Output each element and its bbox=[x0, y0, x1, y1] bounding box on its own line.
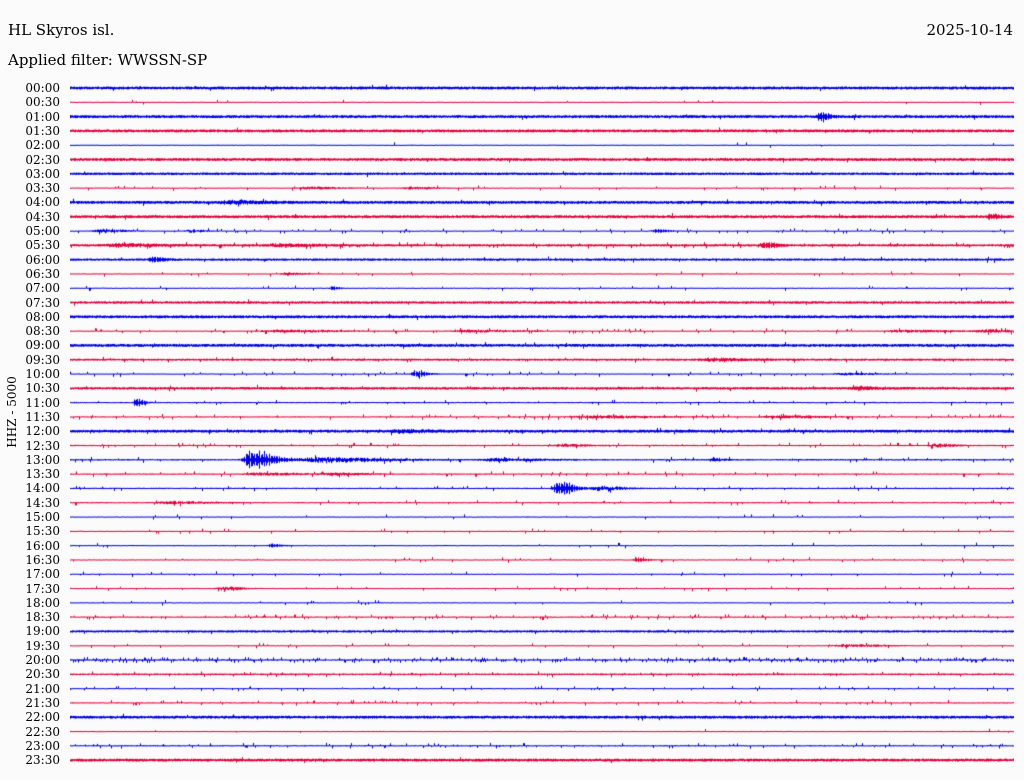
time-label: 01:30 bbox=[25, 123, 60, 138]
time-label: 18:30 bbox=[25, 610, 60, 625]
time-label: 06:00 bbox=[25, 252, 60, 267]
time-label: 00:30 bbox=[25, 95, 60, 110]
helicorder-canvas bbox=[70, 80, 1014, 780]
time-label: 01:00 bbox=[25, 109, 60, 124]
time-label: 20:30 bbox=[25, 667, 60, 682]
time-label: 10:30 bbox=[25, 381, 60, 396]
time-label: 06:30 bbox=[25, 266, 60, 281]
time-label: 19:00 bbox=[25, 624, 60, 639]
date-label: 2025-10-14 bbox=[926, 21, 1013, 39]
time-label: 22:00 bbox=[25, 710, 60, 725]
time-label: 20:00 bbox=[25, 653, 60, 667]
time-label: 19:30 bbox=[25, 638, 60, 653]
time-label: 05:00 bbox=[25, 224, 60, 238]
filter-label: Applied filter: WWSSN-SP bbox=[8, 51, 208, 69]
time-label: 04:30 bbox=[25, 209, 60, 224]
time-label: 10:00 bbox=[25, 367, 60, 381]
time-label: 07:30 bbox=[25, 295, 60, 310]
time-label: 21:00 bbox=[25, 681, 60, 696]
time-label: 21:30 bbox=[25, 695, 60, 710]
time-label: 23:00 bbox=[25, 738, 60, 753]
time-label: 05:30 bbox=[25, 238, 60, 253]
time-label: 14:30 bbox=[25, 495, 60, 510]
time-label: 03:00 bbox=[25, 166, 60, 181]
time-label: 17:00 bbox=[25, 567, 60, 582]
station-title: HL Skyros isl. bbox=[8, 21, 115, 39]
time-label: 00:00 bbox=[25, 81, 60, 95]
time-label: 09:30 bbox=[25, 352, 60, 367]
time-label: 04:00 bbox=[25, 195, 60, 210]
time-label: 11:30 bbox=[25, 409, 60, 424]
time-label: 02:30 bbox=[25, 152, 60, 167]
time-label: 02:00 bbox=[25, 138, 60, 153]
time-label: 09:00 bbox=[25, 338, 60, 353]
time-label: 23:30 bbox=[25, 753, 60, 768]
time-label: 15:00 bbox=[25, 510, 60, 524]
time-label: 08:30 bbox=[25, 324, 60, 339]
time-label: 17:30 bbox=[25, 581, 60, 596]
time-label-column: 00:00 00:30 01:00 01:30 02:00 02:30 03:00 03:30… bbox=[0, 0, 60, 780]
time-label: 18:00 bbox=[25, 595, 60, 610]
time-label: 07:00 bbox=[25, 281, 60, 296]
time-label: 15:30 bbox=[25, 524, 60, 539]
time-label: 16:30 bbox=[25, 552, 60, 567]
time-label: 03:30 bbox=[25, 181, 60, 196]
time-label: 13:30 bbox=[25, 467, 60, 482]
time-label: 22:30 bbox=[25, 724, 60, 739]
time-label: 13:00 bbox=[25, 452, 60, 467]
time-label: 12:00 bbox=[25, 424, 60, 439]
time-label: 08:00 bbox=[25, 309, 60, 324]
time-label: 12:30 bbox=[25, 438, 60, 453]
time-label: 11:00 bbox=[25, 395, 60, 410]
time-label: 16:00 bbox=[25, 538, 60, 553]
time-label: 14:00 bbox=[25, 481, 60, 496]
